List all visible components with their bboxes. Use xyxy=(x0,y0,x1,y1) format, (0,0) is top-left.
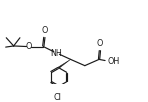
Text: O: O xyxy=(97,39,103,48)
Text: Cl: Cl xyxy=(53,93,61,102)
Text: O: O xyxy=(41,26,48,35)
Text: O: O xyxy=(26,42,32,51)
Text: NH: NH xyxy=(50,49,62,58)
Text: OH: OH xyxy=(108,57,120,66)
Polygon shape xyxy=(58,59,71,68)
